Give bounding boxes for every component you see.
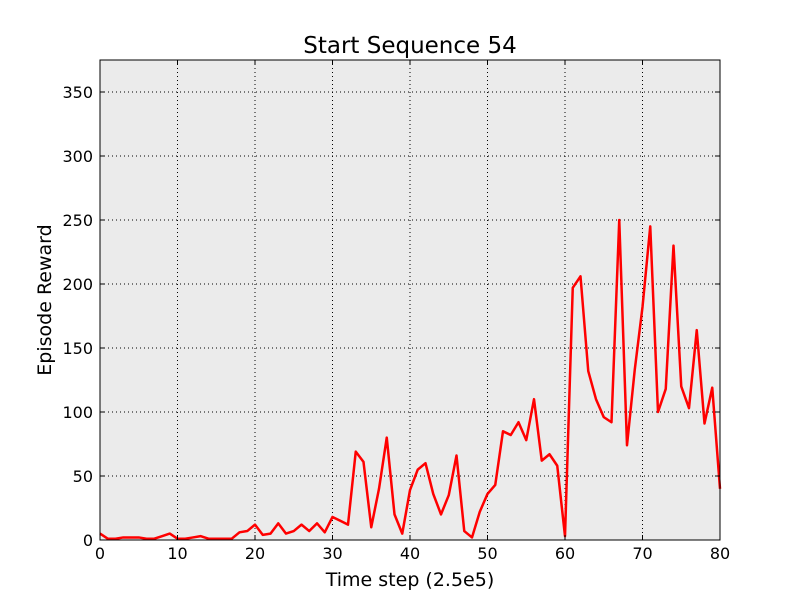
y-axis-label: Episode Reward [34, 224, 56, 375]
y-tick-label: 350 [62, 83, 93, 102]
axis-ticks [99, 60, 721, 541]
x-tick-label: 60 [555, 544, 575, 563]
y-tick-label: 300 [62, 147, 93, 166]
series-line [99, 218, 722, 540]
y-tick-label: 50 [73, 467, 93, 486]
y-tick-label: 0 [83, 531, 93, 550]
x-tick-label: 0 [95, 544, 105, 563]
x-tick-label: 20 [245, 544, 265, 563]
x-tick-label: 10 [167, 544, 187, 563]
y-tick-label: 100 [62, 403, 93, 422]
x-axis-label: Time step (2.5e5) [325, 569, 495, 591]
x-tick-label: 50 [477, 544, 497, 563]
x-tick-label: 70 [632, 544, 652, 563]
series-layer [99, 218, 722, 540]
x-tick-label: 40 [400, 544, 420, 563]
y-tick-label: 150 [62, 339, 93, 358]
chart-title: Start Sequence 54 [303, 33, 517, 59]
x-tick-labels: 0 10 20 30 40 50 60 70 80 [95, 544, 730, 563]
y-tick-label: 200 [62, 275, 93, 294]
y-tick-labels: 0 50 100 150 200 250 300 350 [62, 83, 93, 550]
y-tick-label: 250 [62, 211, 93, 230]
x-tick-label: 80 [710, 544, 730, 563]
x-tick-label: 30 [322, 544, 342, 563]
